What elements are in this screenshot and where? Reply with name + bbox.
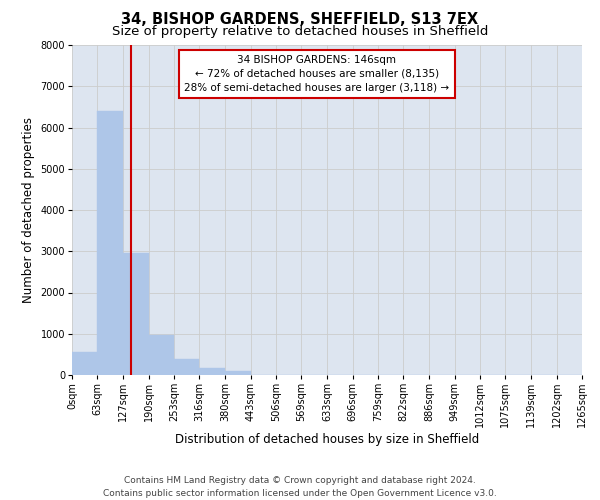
Bar: [149, 334, 174, 375]
X-axis label: Distribution of detached houses by size in Sheffield: Distribution of detached houses by size …: [175, 433, 479, 446]
Text: Contains HM Land Registry data © Crown copyright and database right 2024.
Contai: Contains HM Land Registry data © Crown c…: [103, 476, 497, 498]
Bar: [97, 111, 123, 375]
Bar: [174, 360, 199, 375]
Bar: [123, 254, 149, 375]
Text: Size of property relative to detached houses in Sheffield: Size of property relative to detached ho…: [112, 25, 488, 38]
Text: 34 BISHOP GARDENS: 146sqm
← 72% of detached houses are smaller (8,135)
28% of se: 34 BISHOP GARDENS: 146sqm ← 72% of detac…: [184, 55, 449, 93]
Bar: [225, 372, 251, 375]
Y-axis label: Number of detached properties: Number of detached properties: [22, 117, 35, 303]
Text: 34, BISHOP GARDENS, SHEFFIELD, S13 7EX: 34, BISHOP GARDENS, SHEFFIELD, S13 7EX: [121, 12, 479, 28]
Bar: [199, 368, 225, 375]
Bar: [72, 352, 97, 375]
